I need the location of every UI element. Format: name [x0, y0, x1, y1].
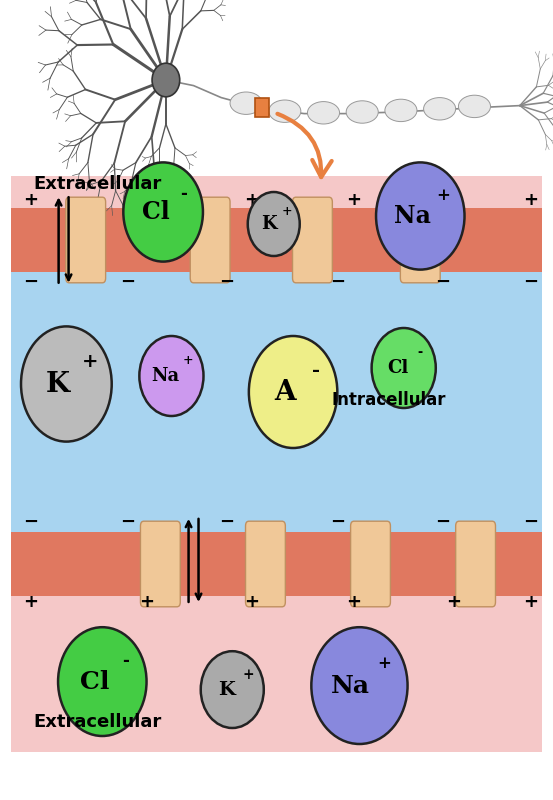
Text: −: − [435, 513, 450, 530]
Ellipse shape [376, 162, 465, 270]
Text: −: − [330, 513, 345, 530]
Text: −: − [435, 273, 450, 290]
Text: −: − [330, 273, 345, 290]
Text: Cl: Cl [142, 200, 170, 224]
Text: Na: Na [152, 367, 180, 385]
Text: Na: Na [394, 204, 431, 228]
Ellipse shape [311, 627, 408, 744]
Text: −: − [119, 513, 135, 530]
Ellipse shape [458, 95, 491, 118]
FancyBboxPatch shape [190, 197, 230, 282]
Text: +: + [244, 191, 259, 209]
Text: +: + [139, 191, 154, 209]
Text: Cl: Cl [80, 670, 109, 694]
Text: -: - [312, 362, 320, 380]
FancyBboxPatch shape [140, 522, 180, 606]
FancyBboxPatch shape [293, 197, 332, 282]
Ellipse shape [424, 98, 456, 120]
Ellipse shape [372, 328, 436, 408]
Text: +: + [446, 594, 461, 611]
Ellipse shape [230, 92, 262, 114]
Text: Cl: Cl [387, 359, 409, 377]
Text: -: - [122, 653, 129, 670]
FancyBboxPatch shape [66, 197, 106, 282]
Text: Extracellular: Extracellular [33, 175, 161, 193]
Ellipse shape [249, 336, 337, 448]
Text: A: A [274, 378, 296, 406]
Text: −: − [23, 273, 38, 290]
FancyBboxPatch shape [246, 522, 285, 606]
Text: +: + [82, 353, 98, 371]
Text: +: + [346, 594, 362, 611]
FancyBboxPatch shape [11, 564, 542, 596]
Text: Na: Na [331, 674, 371, 698]
FancyBboxPatch shape [351, 522, 390, 606]
Text: −: − [23, 513, 38, 530]
Text: −: − [219, 513, 234, 530]
Text: +: + [183, 354, 194, 367]
Text: K: K [46, 370, 70, 398]
FancyBboxPatch shape [11, 532, 542, 564]
Ellipse shape [58, 627, 147, 736]
FancyBboxPatch shape [255, 98, 269, 117]
Ellipse shape [123, 162, 203, 262]
Text: −: − [523, 513, 539, 530]
FancyBboxPatch shape [11, 272, 542, 532]
Text: K: K [261, 215, 277, 233]
Ellipse shape [385, 99, 417, 122]
Text: -: - [418, 346, 423, 359]
Text: +: + [523, 594, 539, 611]
Text: +: + [243, 668, 254, 682]
Text: +: + [139, 594, 154, 611]
Text: +: + [244, 594, 259, 611]
FancyBboxPatch shape [11, 240, 542, 272]
Text: −: − [219, 273, 234, 290]
FancyBboxPatch shape [400, 197, 440, 282]
Text: -: - [180, 185, 187, 202]
Text: +: + [446, 191, 461, 209]
FancyBboxPatch shape [456, 522, 495, 606]
Ellipse shape [152, 63, 180, 97]
Ellipse shape [346, 101, 378, 123]
Text: Intracellular: Intracellular [332, 391, 446, 409]
FancyBboxPatch shape [11, 596, 542, 752]
Ellipse shape [269, 100, 301, 122]
FancyBboxPatch shape [11, 208, 542, 240]
Ellipse shape [201, 651, 264, 728]
FancyBboxPatch shape [11, 176, 542, 272]
Ellipse shape [21, 326, 112, 442]
Ellipse shape [248, 192, 300, 256]
Text: +: + [436, 187, 450, 204]
Text: +: + [523, 191, 539, 209]
Ellipse shape [307, 102, 340, 124]
Text: Extracellular: Extracellular [33, 713, 161, 730]
Text: K: K [218, 681, 235, 698]
Text: +: + [282, 206, 293, 218]
Text: −: − [523, 273, 539, 290]
Text: +: + [23, 594, 38, 611]
Text: +: + [346, 191, 362, 209]
FancyArrowPatch shape [278, 114, 332, 177]
Ellipse shape [139, 336, 204, 416]
Text: +: + [378, 655, 392, 672]
Text: +: + [23, 191, 38, 209]
Text: −: − [119, 273, 135, 290]
